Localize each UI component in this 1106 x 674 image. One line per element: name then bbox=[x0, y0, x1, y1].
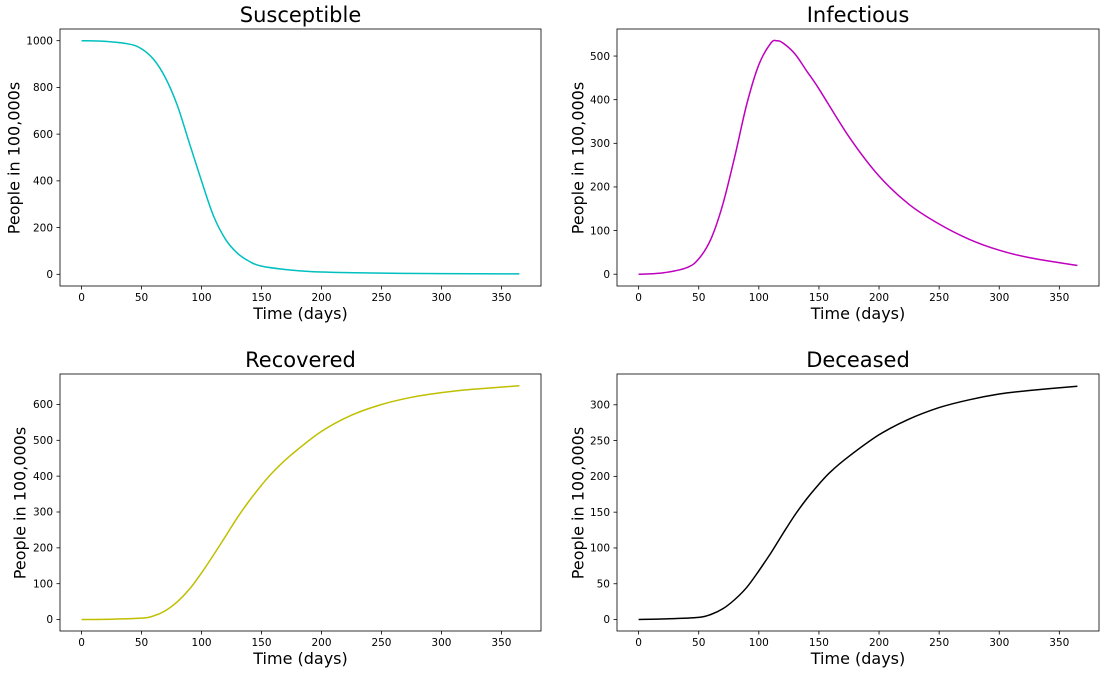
x-tick-label: 350 bbox=[491, 637, 511, 649]
y-tick-label: 200 bbox=[33, 222, 53, 234]
y-tick-label: 300 bbox=[590, 399, 610, 411]
y-tick-label: 500 bbox=[590, 51, 610, 63]
y-tick-label: 400 bbox=[590, 94, 610, 106]
x-tick-label: 300 bbox=[989, 292, 1009, 304]
x-tick-label: 300 bbox=[431, 292, 451, 304]
series-line-susceptible bbox=[81, 39, 520, 275]
x-tick-label: 200 bbox=[869, 637, 889, 649]
x-tick-label: 50 bbox=[135, 637, 148, 649]
y-tick-label: 100 bbox=[33, 578, 53, 590]
x-tick-label: 150 bbox=[251, 637, 271, 649]
x-tick-label: 100 bbox=[749, 637, 769, 649]
chart-title-recovered: Recovered bbox=[245, 348, 356, 372]
x-tick-label: 200 bbox=[869, 292, 889, 304]
y-tick-label: 0 bbox=[603, 269, 610, 281]
y-tick-label: 800 bbox=[33, 82, 53, 94]
series-line-infectious bbox=[638, 39, 1078, 275]
x-tick-label: 0 bbox=[78, 637, 85, 649]
y-axis-label-susceptible: People in 100,000s bbox=[4, 81, 24, 235]
x-tick-label: 0 bbox=[78, 292, 85, 304]
plot-frame-susceptible bbox=[59, 28, 542, 287]
y-tick-label: 200 bbox=[590, 471, 610, 483]
x-tick-label: 100 bbox=[192, 637, 212, 649]
x-tick-label: 250 bbox=[929, 292, 949, 304]
chart-title-deceased: Deceased bbox=[806, 348, 910, 372]
x-tick-label: 50 bbox=[692, 637, 705, 649]
x-tick-label: 50 bbox=[692, 292, 705, 304]
y-tick-label: 400 bbox=[33, 471, 53, 483]
x-axis-label-recovered: Time (days) bbox=[253, 649, 348, 668]
x-tick-label: 200 bbox=[311, 292, 331, 304]
y-axis-label-recovered: People in 100,000s bbox=[10, 426, 30, 580]
plot-frame-infectious bbox=[616, 28, 1100, 287]
x-tick-label: 100 bbox=[192, 292, 212, 304]
x-axis-label-deceased: Time (days) bbox=[810, 649, 906, 668]
y-axis-label-infectious: People in 100,000s bbox=[568, 81, 588, 235]
x-tick-label: 50 bbox=[135, 292, 148, 304]
y-axis-label-deceased: People in 100,000s bbox=[568, 426, 588, 580]
x-tick-label: 350 bbox=[491, 292, 511, 304]
y-tick-label: 150 bbox=[590, 507, 610, 519]
x-tick-label: 250 bbox=[929, 637, 949, 649]
x-tick-label: 250 bbox=[371, 292, 391, 304]
x-tick-label: 150 bbox=[809, 292, 829, 304]
x-tick-label: 300 bbox=[431, 637, 451, 649]
y-tick-label: 0 bbox=[46, 269, 53, 281]
x-tick-label: 0 bbox=[635, 292, 642, 304]
x-tick-label: 0 bbox=[635, 637, 642, 649]
x-tick-label: 350 bbox=[1049, 637, 1069, 649]
y-tick-label: 600 bbox=[33, 399, 53, 411]
x-axis-label-susceptible: Time (days) bbox=[253, 304, 348, 323]
chart-title-infectious: Infectious bbox=[806, 3, 910, 27]
x-tick-label: 150 bbox=[251, 292, 271, 304]
y-tick-label: 0 bbox=[603, 614, 610, 626]
y-tick-label: 100 bbox=[590, 543, 610, 555]
chart-title-susceptible: Susceptible bbox=[239, 3, 362, 27]
y-tick-label: 50 bbox=[597, 578, 610, 590]
y-tick-label: 400 bbox=[33, 176, 53, 188]
y-tick-label: 0 bbox=[46, 614, 53, 626]
y-tick-label: 300 bbox=[590, 138, 610, 150]
x-axis-label-infectious: Time (days) bbox=[810, 304, 906, 323]
x-tick-label: 250 bbox=[371, 637, 391, 649]
x-tick-label: 150 bbox=[809, 637, 829, 649]
plot-frame-deceased bbox=[616, 373, 1100, 632]
plot-frame-recovered bbox=[59, 373, 542, 632]
x-tick-label: 300 bbox=[989, 637, 1009, 649]
series-line-deceased bbox=[638, 385, 1078, 621]
y-tick-label: 300 bbox=[33, 507, 53, 519]
y-tick-label: 500 bbox=[33, 435, 53, 447]
series-line-recovered bbox=[81, 385, 520, 621]
x-tick-label: 100 bbox=[749, 292, 769, 304]
x-tick-label: 200 bbox=[311, 637, 331, 649]
y-tick-label: 250 bbox=[590, 435, 610, 447]
y-tick-label: 600 bbox=[33, 129, 53, 141]
y-tick-label: 1000 bbox=[26, 35, 53, 47]
y-tick-label: 100 bbox=[590, 225, 610, 237]
y-tick-label: 200 bbox=[590, 182, 610, 194]
y-tick-label: 200 bbox=[33, 543, 53, 555]
x-tick-label: 350 bbox=[1049, 292, 1069, 304]
